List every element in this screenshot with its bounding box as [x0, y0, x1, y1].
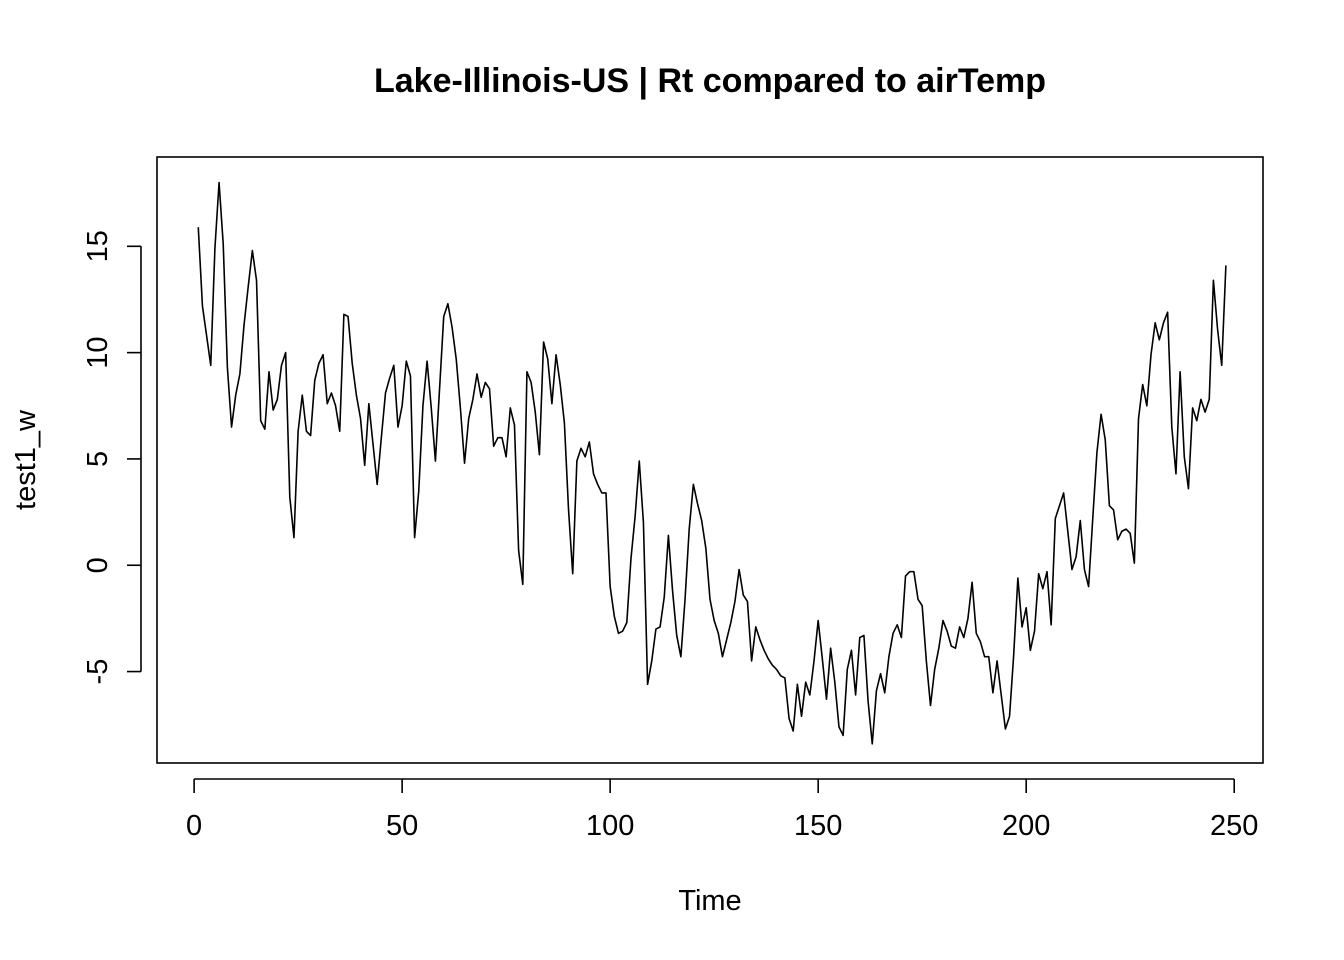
y-tick-label: 10 — [82, 336, 114, 368]
x-tick-label: 200 — [1002, 810, 1050, 842]
y-tick-label: 15 — [82, 230, 114, 262]
plot-frame — [156, 156, 1264, 764]
y-axis-label: test1_w — [10, 409, 42, 510]
x-tick-label: 0 — [186, 810, 202, 842]
x-tick-label: 150 — [794, 810, 842, 842]
x-axis-label: Time — [678, 885, 741, 917]
x-tick-label: 250 — [1210, 810, 1258, 842]
data-points — [198, 183, 1226, 744]
x-axis: 0 50 100 150 200 250 — [186, 778, 1258, 842]
y-tick-label: -5 — [82, 659, 114, 685]
y-tick-label: 5 — [82, 451, 114, 467]
y-axis: -5 0 5 10 15 — [82, 230, 142, 685]
y-tick-label: 0 — [82, 557, 114, 573]
series-line — [197, 181, 1227, 745]
x-tick-label: 100 — [586, 810, 634, 842]
x-tick-label: 50 — [386, 810, 418, 842]
chart-title: Lake-Illinois-US | Rt compared to airTem… — [374, 62, 1046, 100]
